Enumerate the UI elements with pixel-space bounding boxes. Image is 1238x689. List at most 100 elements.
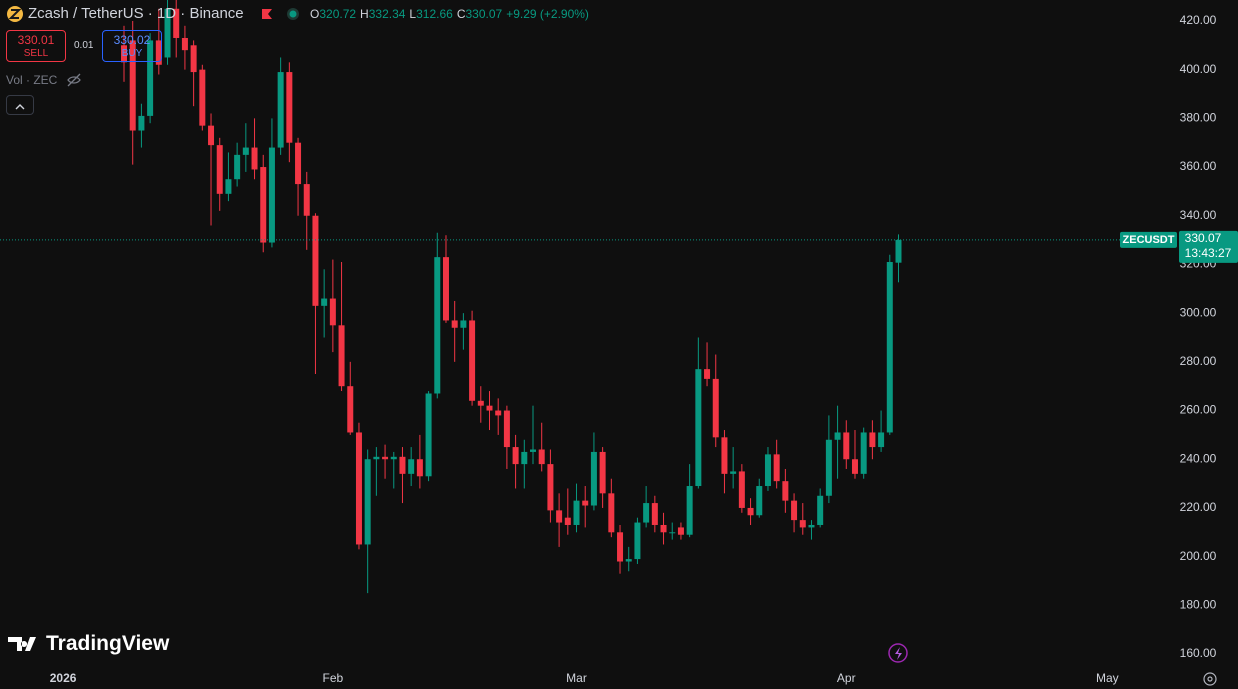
- eye-icon[interactable]: [67, 73, 81, 87]
- candle-body: [643, 503, 650, 523]
- candle-body: [355, 432, 362, 545]
- symbol-tag: [1120, 231, 1177, 248]
- price-tag-value: 330.07: [1185, 231, 1222, 245]
- candle-body: [625, 559, 632, 562]
- candle-body: [721, 437, 728, 474]
- symbol-header: Zcash / TetherUS · 1D · Binance: [28, 5, 244, 22]
- flag-icon[interactable]: [262, 9, 272, 19]
- ohlc-legend: O320.72 H332.34 L312.66 C330.07 +9.29 (+2.90…: [310, 7, 589, 21]
- ohlc-item: O320.72: [310, 7, 356, 21]
- candle-body: [651, 503, 658, 525]
- candle-body: [408, 459, 415, 474]
- chevron: [15, 104, 25, 110]
- candle-body: [747, 507, 754, 516]
- candle-body: [295, 142, 302, 185]
- sell-label: SELL: [23, 48, 49, 59]
- candle-body: [303, 184, 310, 216]
- candle-body: [121, 45, 128, 63]
- sell-button[interactable]: 330.01 SELL: [6, 30, 66, 62]
- candle-body: [312, 215, 319, 306]
- candle-body: [338, 325, 345, 387]
- y-tick-label: 240.00: [1180, 451, 1217, 465]
- candle-body: [181, 37, 188, 51]
- candle-body: [164, 8, 171, 58]
- price-tag-countdown: 13:43:27: [1185, 246, 1232, 260]
- x-tick-label: Apr: [837, 671, 856, 685]
- y-tick-label: 420.00: [1180, 13, 1217, 27]
- candle-body: [216, 145, 223, 194]
- candle-body: [878, 432, 885, 448]
- y-tick-label: 180.00: [1180, 598, 1217, 612]
- lightning-button[interactable]: [888, 643, 908, 663]
- y-tick-label: 380.00: [1180, 111, 1217, 125]
- buy-price: 330.02: [113, 33, 151, 47]
- candle-body: [399, 456, 406, 474]
- candle-body: [825, 439, 832, 496]
- candle-body: [756, 486, 763, 516]
- candle-body: [773, 454, 780, 482]
- candle-body: [460, 320, 467, 328]
- y-tick-label: 260.00: [1180, 403, 1217, 417]
- y-tick-label: 360.00: [1180, 159, 1217, 173]
- symbol-tag-label: ZECUSDT: [1123, 234, 1175, 246]
- collapse-button[interactable]: [6, 95, 34, 115]
- candle-body: [286, 72, 293, 143]
- x-tick-label: Feb: [323, 671, 344, 685]
- y-tick-label: 400.00: [1180, 62, 1217, 76]
- candle-body: [834, 432, 841, 440]
- symbol-title[interactable]: Zcash / TetherUS · 1D · Binance: [28, 5, 244, 22]
- candle-body: [364, 459, 371, 545]
- candle-body: [138, 115, 145, 131]
- spread: 0.01: [74, 40, 94, 51]
- ohlc-item: H332.34: [360, 7, 405, 21]
- settings-icon[interactable]: [1203, 672, 1217, 686]
- candle-body: [451, 320, 458, 328]
- candle-body: [234, 154, 241, 180]
- x-tick-label: Mar: [566, 671, 587, 685]
- candle-body: [817, 495, 824, 525]
- candle-body: [538, 449, 545, 465]
- ohlc-value: 320.72: [319, 7, 357, 21]
- candle-body: [242, 147, 249, 155]
- tv-logo: [8, 637, 36, 651]
- candle-body: [712, 378, 719, 438]
- y-tick-label: 340.00: [1180, 208, 1217, 222]
- candle-body: [799, 520, 806, 528]
- candle-body: [634, 522, 641, 560]
- candle-body: [495, 410, 502, 416]
- x-tick-label: 2026: [50, 671, 77, 685]
- ohlc-value: 312.66: [416, 7, 453, 21]
- candle-body: [599, 451, 606, 494]
- candle-body: [843, 432, 850, 460]
- price-tag: [1179, 230, 1238, 263]
- status-dot: [289, 10, 297, 18]
- candle-body: [199, 69, 206, 126]
- candle-body: [277, 72, 284, 148]
- candle-body: [530, 449, 537, 452]
- ohlc-item: C330.07: [457, 7, 502, 21]
- candle-body: [669, 532, 676, 534]
- buy-button[interactable]: 330.02 BUY: [102, 30, 162, 62]
- ohlc-key: C: [456, 7, 466, 21]
- candle-body: [190, 45, 197, 73]
- candle-body: [582, 500, 589, 506]
- candle-body: [547, 464, 554, 511]
- candle-body: [425, 393, 432, 477]
- candle-body: [730, 471, 737, 474]
- ohlc-item: L312.66: [409, 7, 452, 21]
- candle-body: [764, 454, 771, 487]
- candle-body: [791, 500, 798, 521]
- candle-body: [617, 532, 624, 562]
- candle-body: [208, 125, 215, 146]
- candle-body: [129, 40, 136, 131]
- settings-core: [1207, 676, 1213, 682]
- candle-body: [886, 262, 893, 433]
- change: +9.29 (+2.90%): [506, 7, 589, 21]
- y-tick-label: 200.00: [1180, 549, 1217, 563]
- ohlc-key: O: [310, 7, 320, 21]
- candle-body: [477, 400, 484, 406]
- candle-body: [704, 369, 711, 379]
- candle-body: [503, 410, 510, 448]
- candle-body: [329, 298, 336, 326]
